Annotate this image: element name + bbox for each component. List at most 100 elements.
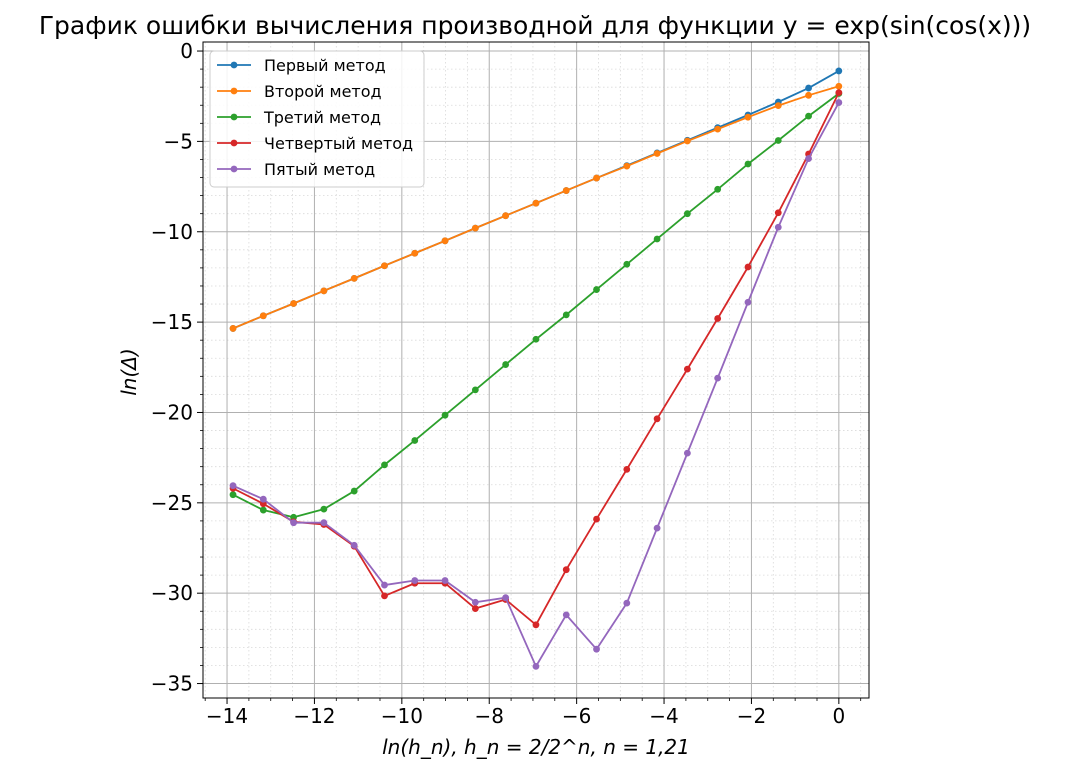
- data-point: [653, 235, 661, 243]
- data-point: [653, 524, 661, 532]
- data-point: [744, 298, 752, 306]
- data-point: [683, 210, 691, 218]
- data-point: [623, 162, 631, 170]
- legend-label: Пятый метод: [264, 160, 375, 179]
- series-layer: [229, 67, 843, 670]
- data-point: [471, 386, 479, 394]
- data-point: [229, 482, 237, 490]
- y-axis-label: ln(Δ): [117, 348, 141, 396]
- legend-item: Пятый метод: [217, 160, 375, 179]
- data-point: [593, 286, 600, 293]
- data-point: [381, 581, 388, 589]
- data-point: [714, 374, 722, 382]
- data-point: [259, 506, 267, 514]
- data-point: [593, 515, 600, 523]
- data-point: [290, 519, 297, 527]
- legend-item: Третий метод: [217, 108, 381, 127]
- y-tick-label: 0: [180, 39, 193, 63]
- data-point: [623, 465, 631, 473]
- data-point: [320, 505, 328, 513]
- data-point: [411, 437, 419, 444]
- y-tick-label: −20: [151, 400, 193, 424]
- y-tick-label: −15: [151, 310, 193, 334]
- chart-title: График ошибки вычисления производной для…: [39, 11, 1031, 40]
- data-point: [593, 174, 600, 182]
- data-point: [835, 99, 843, 106]
- data-point: [532, 662, 540, 670]
- y-tick-label: −25: [151, 491, 193, 515]
- data-point: [350, 487, 358, 495]
- data-point: [744, 160, 752, 168]
- ticks: [197, 50, 862, 704]
- data-point: [441, 577, 449, 584]
- data-point: [805, 112, 812, 120]
- data-point: [683, 365, 691, 373]
- data-point: [805, 91, 812, 99]
- data-point: [683, 449, 691, 457]
- legend-label: Четвертый метод: [264, 134, 413, 153]
- data-point: [805, 155, 812, 162]
- data-point: [441, 237, 449, 245]
- y-tick-label: −35: [151, 672, 193, 696]
- data-point: [623, 599, 631, 607]
- legend-item: Второй метод: [217, 82, 382, 101]
- y-tick-label: −5: [164, 129, 193, 153]
- data-point: [774, 137, 782, 144]
- data-point: [653, 415, 661, 423]
- data-point: [744, 113, 752, 121]
- data-point: [290, 300, 297, 307]
- data-point: [774, 102, 782, 110]
- data-point: [653, 150, 661, 157]
- data-point: [471, 598, 479, 606]
- data-point: [441, 411, 449, 419]
- data-point: [623, 260, 631, 268]
- data-point: [502, 594, 510, 602]
- x-tick-label: −4: [649, 704, 678, 728]
- data-point: [562, 187, 570, 194]
- data-point: [350, 541, 358, 549]
- data-point: [714, 185, 722, 193]
- data-point: [744, 263, 752, 271]
- data-point: [774, 223, 782, 231]
- x-tick-label: −12: [293, 704, 335, 728]
- data-point: [714, 125, 722, 133]
- y-tick-label: −10: [151, 220, 193, 244]
- legend-marker: [230, 139, 238, 147]
- x-tick-label: −6: [562, 704, 591, 728]
- y-tick-label: −30: [151, 581, 193, 605]
- data-point: [381, 262, 388, 270]
- data-point: [411, 249, 419, 257]
- data-point: [835, 82, 843, 90]
- data-point: [774, 209, 782, 217]
- data-point: [532, 335, 540, 343]
- data-point: [229, 491, 237, 499]
- data-point: [350, 274, 358, 282]
- series-2: [229, 82, 843, 332]
- x-tick-label: 0: [832, 704, 845, 728]
- data-point: [320, 519, 328, 527]
- data-point: [471, 605, 479, 612]
- legend-label: Первый метод: [264, 56, 386, 75]
- legend-marker: [230, 165, 238, 173]
- data-point: [562, 311, 570, 319]
- data-point: [229, 325, 237, 332]
- data-point: [532, 199, 540, 207]
- data-point: [259, 312, 267, 320]
- x-tick-label: −10: [381, 704, 423, 728]
- data-point: [471, 224, 479, 232]
- legend-box: [209, 50, 425, 188]
- data-point: [683, 137, 691, 145]
- legend-item: Четвертый метод: [217, 134, 413, 153]
- data-point: [532, 621, 540, 629]
- data-point: [411, 577, 419, 584]
- major-grid: [203, 42, 869, 698]
- legend-marker: [230, 61, 238, 69]
- legend: Первый метод Второй метод Третий метод Четв…: [209, 50, 425, 188]
- data-point: [835, 89, 843, 97]
- legend-item: Первый метод: [217, 56, 386, 75]
- x-tick-label: −2: [737, 704, 766, 728]
- data-point: [562, 611, 570, 619]
- series-5: [229, 99, 843, 670]
- legend-label: Третий метод: [263, 108, 381, 127]
